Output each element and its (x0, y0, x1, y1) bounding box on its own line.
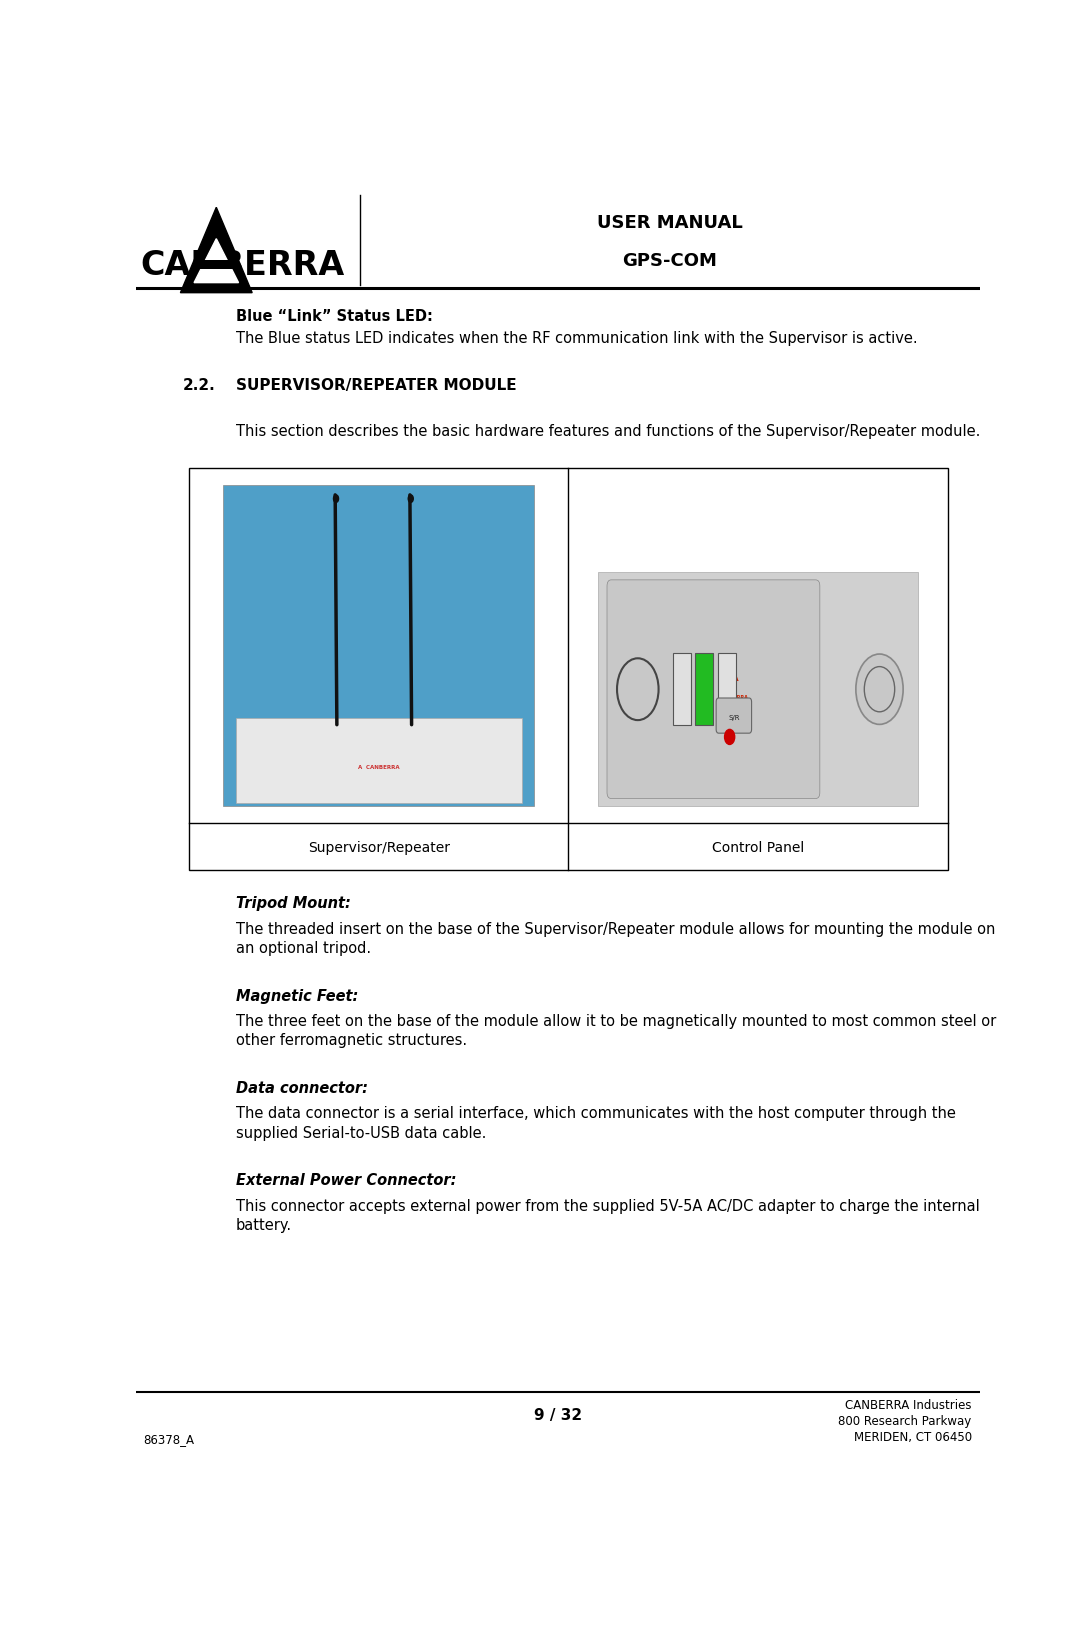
Polygon shape (194, 240, 238, 284)
Text: The three feet on the base of the module allow it to be magnetically mounted to : The three feet on the base of the module… (235, 1014, 996, 1029)
Text: GPS-COM: GPS-COM (623, 253, 718, 271)
Text: 9 / 32: 9 / 32 (534, 1407, 583, 1421)
Circle shape (724, 730, 735, 745)
Bar (718, 654, 736, 725)
Text: USER MANUAL: USER MANUAL (597, 214, 743, 231)
Text: The data connector is a serial interface, which communicates with the host compu: The data connector is a serial interface… (235, 1105, 955, 1120)
Text: External Power Connector:: External Power Connector: (235, 1172, 456, 1188)
Text: MERIDEN, CT 06450: MERIDEN, CT 06450 (854, 1431, 971, 1444)
Text: This section describes the basic hardware features and functions of the Supervis: This section describes the basic hardwar… (235, 424, 980, 438)
Text: Data connector:: Data connector: (235, 1081, 368, 1095)
Text: CANBERRA: CANBERRA (140, 249, 344, 282)
Bar (673, 654, 690, 725)
Text: supplied Serial-to-USB data cable.: supplied Serial-to-USB data cable. (235, 1125, 486, 1139)
Polygon shape (181, 209, 253, 293)
Text: Magnetic Feet:: Magnetic Feet: (235, 988, 358, 1002)
FancyBboxPatch shape (607, 580, 820, 799)
Text: A  CANBERRA: A CANBERRA (358, 764, 400, 769)
Text: S/R: S/R (729, 714, 739, 720)
Text: This connector accepts external power from the supplied 5V-5A AC/DC adapter to c: This connector accepts external power fr… (235, 1198, 979, 1213)
Bar (695, 654, 713, 725)
Text: CANBERRA: CANBERRA (719, 694, 749, 699)
Text: A: A (729, 670, 738, 683)
Bar (235, 719, 522, 804)
Circle shape (333, 496, 339, 504)
Bar (189, 469, 949, 870)
Text: SUPERVISOR/REPEATER MODULE: SUPERVISOR/REPEATER MODULE (235, 378, 516, 393)
Bar (196, 261, 236, 269)
Text: 800 Research Parkway: 800 Research Parkway (839, 1415, 971, 1428)
Text: other ferromagnetic structures.: other ferromagnetic structures. (235, 1033, 467, 1048)
Text: 86378_A: 86378_A (143, 1431, 194, 1444)
Bar (223, 486, 535, 807)
Circle shape (856, 655, 903, 725)
Text: 2.2.: 2.2. (183, 378, 216, 393)
Text: Tripod Mount:: Tripod Mount: (235, 897, 351, 911)
Text: The Blue status LED indicates when the RF communication link with the Supervisor: The Blue status LED indicates when the R… (235, 331, 917, 346)
Text: The threaded insert on the base of the Supervisor/Repeater module allows for mou: The threaded insert on the base of the S… (235, 921, 995, 936)
Circle shape (408, 496, 414, 504)
FancyBboxPatch shape (717, 699, 751, 734)
Text: battery.: battery. (235, 1218, 292, 1232)
Text: Control Panel: Control Panel (712, 839, 805, 854)
Text: CANBERRA Industries: CANBERRA Industries (845, 1399, 971, 1412)
Text: Blue “Link” Status LED:: Blue “Link” Status LED: (235, 308, 432, 323)
Text: an optional tripod.: an optional tripod. (235, 941, 371, 955)
Bar (599, 572, 918, 807)
Text: Supervisor/Repeater: Supervisor/Repeater (308, 839, 450, 854)
